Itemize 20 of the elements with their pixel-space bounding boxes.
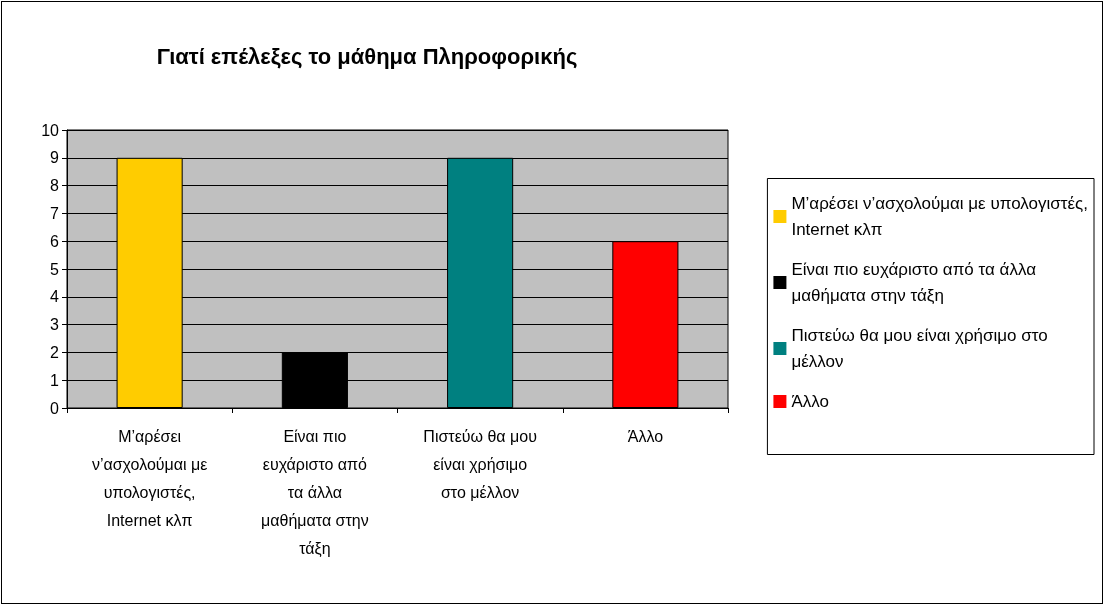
x-tick-label: Άλλο [627, 427, 664, 445]
y-tick-label: 1 [50, 371, 60, 389]
x-tick-label: Είναι πιο ευχάριστο από τα άλλα μαθήματα στην τάξη [261, 427, 369, 558]
y-tick-label: 7 [50, 204, 60, 222]
y-tick-label: 5 [50, 260, 60, 278]
legend-label: Πιστεύω θα μου είναι χρήσιμο στο μέλλον [791, 326, 1048, 371]
y-tick-label: 8 [50, 177, 60, 195]
x-tick-label: Πιστεύω θα μου είναι χρήσιμο στο μέλλον [423, 427, 537, 501]
y-tick-label: 9 [50, 149, 60, 167]
y-tick-label: 0 [50, 399, 60, 417]
y-tick-label: 6 [50, 232, 60, 250]
legend-label: Άλλο [791, 392, 829, 411]
y-tick-label: 10 [41, 121, 60, 139]
y-tick-label: 4 [50, 288, 60, 306]
legend-label: Μ’αρέσει ν’ασχολούμαι με υπολογιστές, Internet κλπ [791, 194, 1089, 239]
x-tick-label: Μ’αρέσει ν’ασχολούμαι με υπολογιστές, Internet κλπ [91, 427, 208, 529]
y-tick-label: 3 [50, 316, 60, 334]
chart-title: Γιατί επέλεξες το μάθημα Πληροφορικής [156, 43, 578, 69]
legend-label: Είναι πιο ευχάριστο από τα άλλα μαθήματα στην τάξη [791, 260, 1037, 305]
y-tick-label: 2 [50, 343, 60, 361]
